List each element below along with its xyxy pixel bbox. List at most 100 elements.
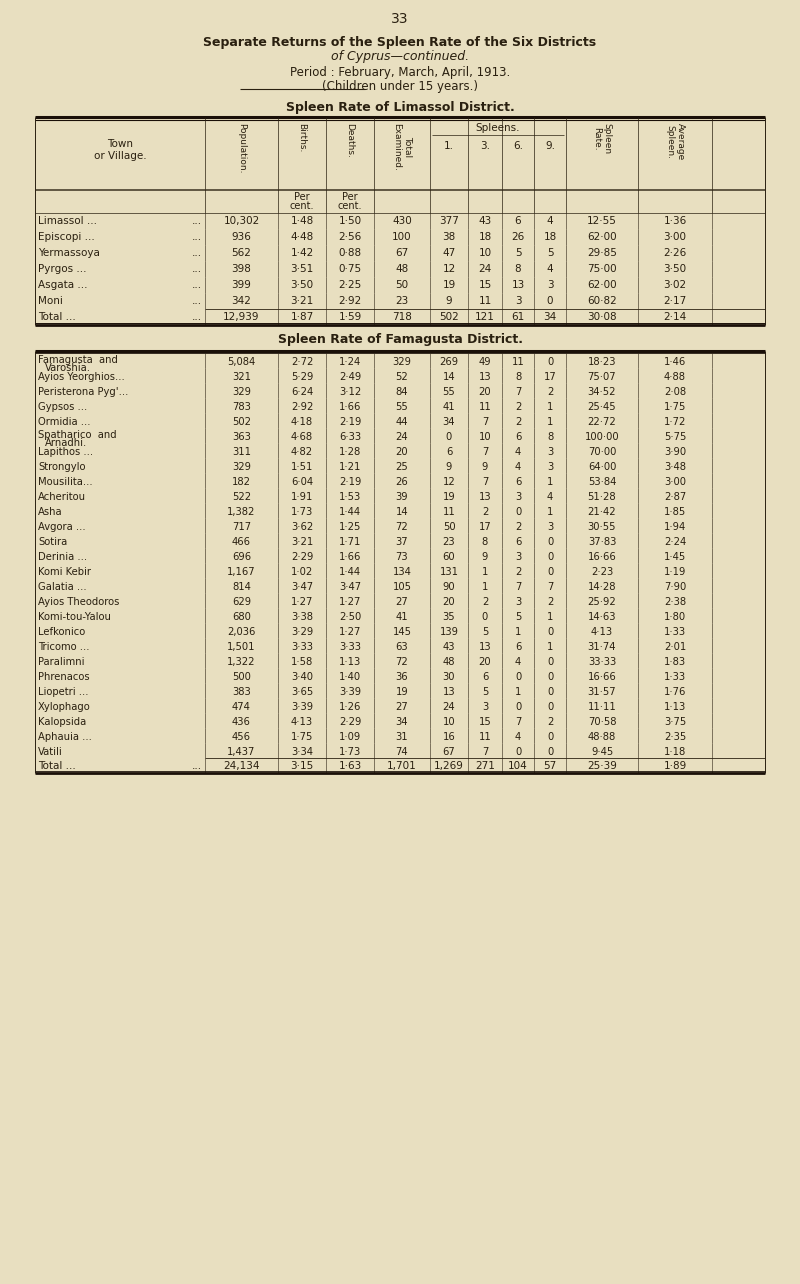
Text: Average
Spleen.: Average Spleen.	[666, 123, 685, 160]
Text: 4·48: 4·48	[290, 232, 314, 241]
Text: 73: 73	[396, 552, 408, 562]
Text: 2: 2	[482, 597, 488, 607]
Text: 1·21: 1·21	[339, 462, 361, 473]
Text: 24,134: 24,134	[223, 761, 260, 770]
Text: 90: 90	[442, 582, 455, 592]
Text: 18: 18	[543, 232, 557, 241]
Text: Separate Returns of the Spleen Rate of the Six Districts: Separate Returns of the Spleen Rate of t…	[203, 36, 597, 49]
Text: 10,302: 10,302	[223, 216, 260, 226]
Text: Komi Kebir: Komi Kebir	[38, 568, 91, 577]
Text: 6: 6	[446, 447, 452, 457]
Text: 1·53: 1·53	[339, 492, 361, 502]
Text: 11: 11	[512, 357, 524, 367]
Text: 500: 500	[232, 672, 251, 682]
Text: 4: 4	[546, 216, 554, 226]
Text: 269: 269	[439, 357, 458, 367]
Text: 2: 2	[547, 386, 553, 397]
Text: Varoshia.: Varoshia.	[45, 363, 91, 372]
Text: Avgora ...: Avgora ...	[38, 523, 86, 532]
Text: 1: 1	[515, 687, 521, 697]
Text: 783: 783	[232, 402, 251, 412]
Text: Town
or Village.: Town or Village.	[94, 139, 146, 160]
Text: 26: 26	[396, 476, 408, 487]
Text: 3·50: 3·50	[663, 265, 686, 273]
Text: 7: 7	[482, 417, 488, 428]
Text: 57: 57	[543, 761, 557, 770]
Text: 24: 24	[442, 702, 455, 713]
Text: 311: 311	[232, 447, 251, 457]
Text: 399: 399	[231, 280, 251, 290]
Text: 38: 38	[442, 232, 456, 241]
Text: 1·27: 1·27	[291, 597, 313, 607]
Text: 62·00: 62·00	[587, 232, 617, 241]
Text: 1·87: 1·87	[290, 312, 314, 322]
Text: Ormidia ...: Ormidia ...	[38, 417, 90, 428]
Text: 2·08: 2·08	[664, 386, 686, 397]
Text: 21·42: 21·42	[588, 507, 616, 517]
Text: 16: 16	[442, 732, 455, 742]
Text: 11: 11	[478, 732, 491, 742]
Text: 20: 20	[396, 447, 408, 457]
Text: Arnadhi.: Arnadhi.	[45, 438, 87, 448]
Text: 134: 134	[393, 568, 411, 577]
Text: 67: 67	[395, 248, 409, 258]
Text: 3·15: 3·15	[290, 761, 314, 770]
Text: 9.: 9.	[545, 141, 555, 152]
Text: 2·92: 2·92	[291, 402, 313, 412]
Text: 9: 9	[446, 297, 452, 306]
Text: Period : February, March, April, 1913.: Period : February, March, April, 1913.	[290, 65, 510, 80]
Text: 398: 398	[231, 265, 251, 273]
Text: 2: 2	[515, 568, 521, 577]
Text: 7: 7	[482, 747, 488, 758]
Text: 6.: 6.	[513, 141, 523, 152]
Text: 48: 48	[442, 657, 455, 666]
Text: 2·24: 2·24	[664, 537, 686, 547]
Text: Phrenacos: Phrenacos	[38, 672, 90, 682]
Text: 14·63: 14·63	[588, 612, 616, 621]
Text: 17: 17	[544, 372, 556, 383]
Text: 2: 2	[482, 507, 488, 517]
Text: 48·88: 48·88	[588, 732, 616, 742]
Text: Xylophago: Xylophago	[38, 702, 90, 713]
Text: 0: 0	[547, 702, 553, 713]
Text: 33: 33	[391, 12, 409, 26]
Text: 41: 41	[396, 612, 408, 621]
Text: Spleen Rate of Famagusta District.: Spleen Rate of Famagusta District.	[278, 333, 522, 345]
Text: 383: 383	[232, 687, 251, 697]
Text: 11: 11	[442, 507, 455, 517]
Text: Lapithos ...: Lapithos ...	[38, 447, 93, 457]
Text: 0: 0	[515, 747, 521, 758]
Text: Kalopsida: Kalopsida	[38, 716, 86, 727]
Text: Sotira: Sotira	[38, 537, 67, 547]
Text: Spleen
Rate.: Spleen Rate.	[592, 123, 612, 154]
Text: 2·19: 2·19	[339, 476, 361, 487]
Text: 100: 100	[392, 232, 412, 241]
Text: 3·51: 3·51	[290, 265, 314, 273]
Text: 3: 3	[547, 523, 553, 532]
Text: 131: 131	[439, 568, 458, 577]
Text: Peristerona Pyg'...: Peristerona Pyg'...	[38, 386, 128, 397]
Text: 329: 329	[232, 386, 251, 397]
Text: 0: 0	[547, 672, 553, 682]
Text: 1: 1	[547, 612, 553, 621]
Text: 2·38: 2·38	[664, 597, 686, 607]
Text: 1·80: 1·80	[664, 612, 686, 621]
Text: 4·88: 4·88	[664, 372, 686, 383]
Text: 3: 3	[546, 280, 554, 290]
Text: 18: 18	[478, 232, 492, 241]
Text: Asha: Asha	[38, 507, 62, 517]
Text: Liopetri ...: Liopetri ...	[38, 687, 89, 697]
Text: 3: 3	[515, 552, 521, 562]
Text: 4·18: 4·18	[291, 417, 313, 428]
Text: 25·92: 25·92	[588, 597, 616, 607]
Text: 2: 2	[515, 417, 521, 428]
Text: 72: 72	[396, 657, 408, 666]
Text: Spleens.: Spleens.	[476, 123, 520, 134]
Text: 18·23: 18·23	[588, 357, 616, 367]
Text: 6: 6	[515, 476, 521, 487]
Text: Paralimni: Paralimni	[38, 657, 85, 666]
Text: 35: 35	[442, 612, 455, 621]
Text: 14·28: 14·28	[588, 582, 616, 592]
Text: Gypsos ...: Gypsos ...	[38, 402, 87, 412]
Text: 1·42: 1·42	[290, 248, 314, 258]
